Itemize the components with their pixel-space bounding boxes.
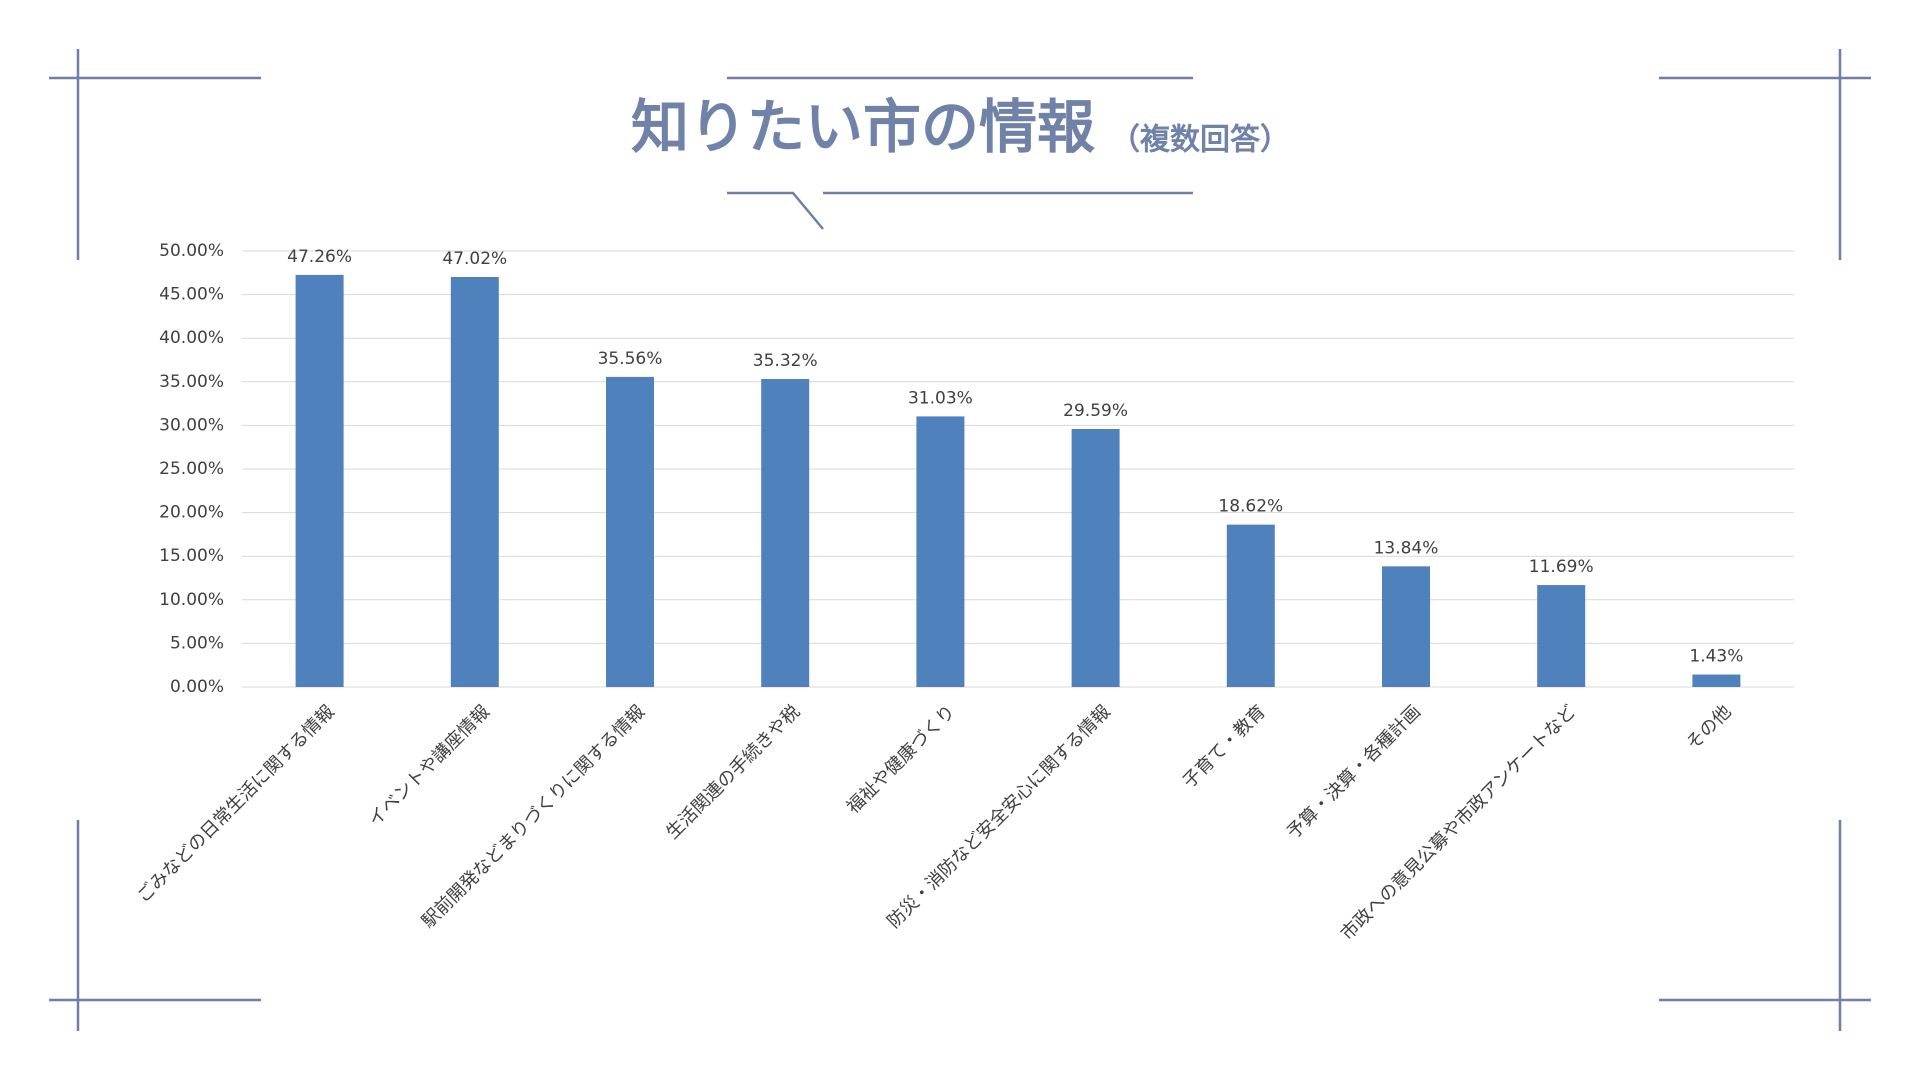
y-tick-label: 15.00% [159,546,224,566]
value-label: 11.69% [1529,557,1594,577]
y-tick-label: 20.00% [159,503,224,523]
value-label: 35.32% [753,351,818,371]
y-tick-label: 45.00% [159,285,224,305]
value-label: 31.03% [908,388,973,408]
x-tick-label: イベントや講座情報 [364,701,493,830]
chart-title: 知りたい市の情報 [631,93,1095,161]
bar [450,276,499,687]
corner [1659,49,1871,260]
bar [1382,566,1430,687]
x-tick-label: ごみなどの日常生活に関する情報 [133,701,339,907]
y-tick-label: 10.00% [159,590,224,610]
x-tick-label: 予算・決算・各種計画 [1283,701,1425,843]
bar [761,379,810,687]
y-tick-label: 5.00% [170,633,224,653]
y-tick-label: 0.00% [170,677,224,697]
x-tick-label: 生活関連の手続きや税 [662,701,804,843]
decoration [49,49,1871,1031]
bar [1692,674,1741,687]
value-label: 18.62% [1218,497,1283,517]
value-label: 47.02% [442,249,507,269]
corner [49,49,261,260]
title-frame [727,76,1193,230]
y-tick-label: 50.00% [159,241,224,261]
corner [49,820,261,1031]
bar [1071,428,1120,687]
value-label: 1.43% [1689,647,1743,667]
value-label: 29.59% [1063,401,1128,421]
y-tick-label: 35.00% [159,372,224,392]
x-tick-label: その他 [1682,701,1735,754]
bar [1226,524,1275,687]
y-tick-label: 40.00% [159,328,224,348]
x-tick-label: 福祉や健康づくり [843,701,960,818]
value-label: 13.84% [1374,538,1439,558]
x-tick-label: 子育て・教育 [1179,701,1270,792]
y-tick-label: 25.00% [159,459,224,479]
bar [916,416,965,687]
bar [606,376,654,687]
y-tick-label: 30.00% [159,415,224,435]
bar [1537,585,1586,687]
value-label: 47.26% [287,247,352,267]
value-label: 35.56% [598,349,663,369]
bar [295,274,344,687]
chart-subtitle: （複数回答） [1110,123,1290,158]
corner [1659,820,1871,1031]
